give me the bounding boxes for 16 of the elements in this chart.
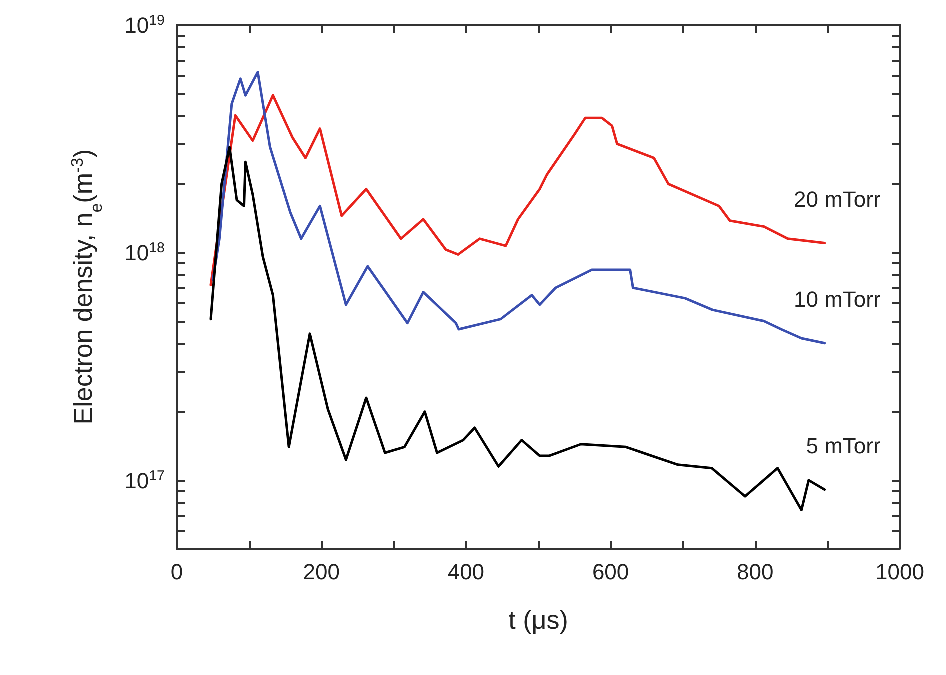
x-tick-label: 1000 xyxy=(876,560,924,584)
series-label: 20 mTorr xyxy=(794,186,881,212)
x-tick-label: 800 xyxy=(737,560,774,584)
x-axis-title: t (μs) xyxy=(508,605,568,635)
x-tick-label: 400 xyxy=(448,560,485,584)
series-label: 10 mTorr xyxy=(794,286,881,312)
y-tick-label: 10$^{17}$ xyxy=(124,468,166,494)
series-label: 5 mTorr xyxy=(806,433,881,458)
line-series xyxy=(210,94,826,286)
x-tick-label: 200 xyxy=(303,560,340,584)
x-tick-label: 0 xyxy=(170,560,184,584)
line-series xyxy=(210,146,826,512)
y-tick-label: 10$^{18}$ xyxy=(124,240,166,266)
x-tick-label: 600 xyxy=(592,560,630,584)
y-tick-label: 10$^{19}$ xyxy=(124,13,166,38)
line-series xyxy=(212,71,826,345)
